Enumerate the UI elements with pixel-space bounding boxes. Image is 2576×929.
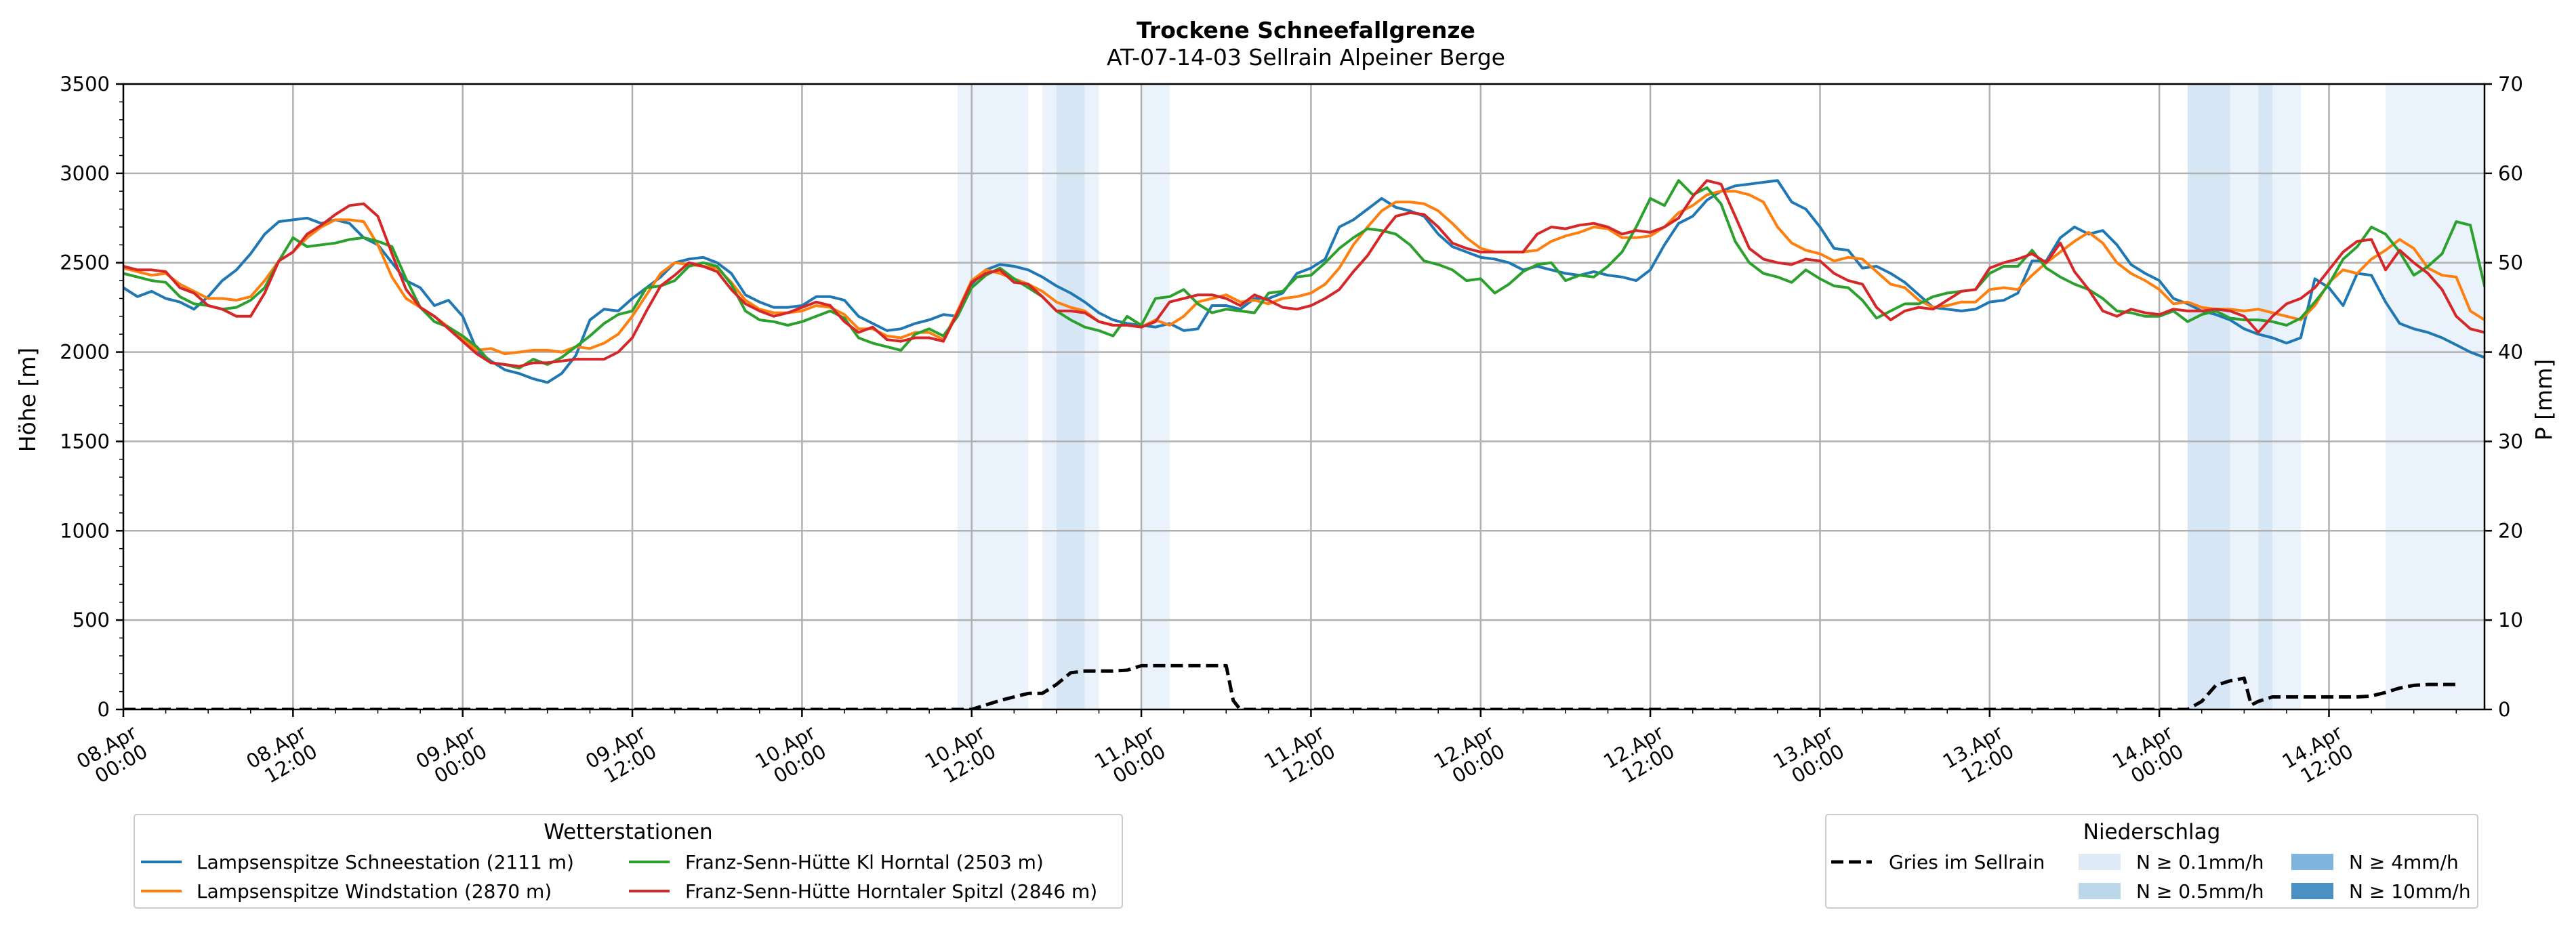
y-axis-label: Höhe [m] bbox=[14, 348, 41, 453]
x-tick-label-10: 13.Apr00:00 bbox=[1770, 721, 1848, 792]
x-tick-label-2: 09.Apr00:00 bbox=[412, 721, 491, 792]
legend-label-gries: Gries im Sellrain bbox=[1889, 851, 2045, 873]
axes: 0 500 1000 1500 2000 2500 3000 3500 0 10 20 30 40 50 6… bbox=[60, 73, 2523, 792]
precip-band-6 bbox=[2187, 84, 2230, 709]
y2-tick-label-5: 50 bbox=[2498, 251, 2523, 274]
y-tick-label-4: 2000 bbox=[60, 341, 110, 364]
legend-label-n05: N ≥ 0.5mm/h bbox=[2136, 880, 2264, 903]
precip-band-9 bbox=[2272, 84, 2301, 709]
y2-tick-label-1: 10 bbox=[2498, 608, 2523, 632]
legend-label-n4: N ≥ 4mm/h bbox=[2349, 851, 2459, 873]
data-series bbox=[123, 179, 2485, 709]
y-tick-label-2: 1000 bbox=[60, 519, 110, 542]
precipitation-bands bbox=[957, 84, 2485, 709]
x-tick-label-12: 14.Apr00:00 bbox=[2108, 721, 2187, 792]
x-tick-label-7: 11.Apr12:00 bbox=[1261, 721, 1339, 792]
legend-precipitation: Niederschlag Gries im Sellrain N ≥ 0.1mm… bbox=[1825, 814, 2478, 909]
legend-label-n01: N ≥ 0.1mm/h bbox=[2136, 851, 2264, 873]
plot-frame bbox=[122, 83, 2486, 711]
x-tick-label-0: 08.Apr00:00 bbox=[73, 721, 151, 792]
series-line-2 bbox=[123, 190, 2485, 356]
x-tick-label-9: 12.Apr12:00 bbox=[1599, 721, 1678, 792]
precip-band-8 bbox=[2258, 84, 2273, 709]
legend-swatch-n05 bbox=[2079, 883, 2121, 899]
x-tick-label-8: 12.Apr00:00 bbox=[1430, 721, 1509, 792]
y2-tick-label-6: 60 bbox=[2498, 162, 2523, 185]
series-line-5 bbox=[123, 663, 2457, 709]
x-tick-label-4: 10.Apr00:00 bbox=[751, 721, 830, 792]
precip-band-3 bbox=[1056, 84, 1085, 709]
precip-band-4 bbox=[1084, 84, 1099, 709]
series-line-4 bbox=[123, 179, 2485, 368]
y-tick-label-1: 500 bbox=[73, 608, 110, 632]
y-tick-label-3: 1500 bbox=[60, 430, 110, 453]
legend-stations-frame bbox=[134, 814, 1123, 909]
y-tick-label-0: 0 bbox=[98, 698, 110, 721]
y2-tick-label-2: 20 bbox=[2498, 519, 2523, 542]
x-tick-label-13: 14.Apr12:00 bbox=[2278, 721, 2357, 792]
y-tick-label-7: 3500 bbox=[60, 73, 110, 96]
grid-lines bbox=[123, 83, 2485, 709]
legend-label-n10: N ≥ 10mm/h bbox=[2349, 880, 2471, 903]
x-tick-label-1: 08.Apr12:00 bbox=[242, 721, 321, 792]
legend-stations: Wetterstationen Lampsenspitze Schneestat… bbox=[134, 814, 1123, 909]
legend-swatch-n10 bbox=[2291, 883, 2333, 899]
legend-swatch-n4 bbox=[2291, 854, 2333, 870]
y-tick-label-6: 3000 bbox=[60, 162, 110, 185]
legend-label-station-4: Franz-Senn-Hütte Horntaler Spitzl (2846 … bbox=[685, 880, 1097, 903]
precip-band-10 bbox=[2385, 84, 2485, 709]
series-line-3 bbox=[123, 179, 2485, 370]
precip-band-5 bbox=[1141, 84, 1170, 709]
legend-label-station-2: Lampsenspitze Windstation (2870 m) bbox=[197, 880, 552, 903]
legend-swatch-n01 bbox=[2079, 854, 2121, 870]
y-tick-label-5: 2500 bbox=[60, 251, 110, 274]
y2-axis-label: P [mm] bbox=[2531, 359, 2557, 440]
y2-tick-label-0: 0 bbox=[2498, 698, 2510, 721]
legend-label-station-3: Franz-Senn-Hütte Kl Horntal (2503 m) bbox=[685, 851, 1044, 873]
x-tick-label-3: 09.Apr12:00 bbox=[581, 721, 660, 792]
legend-label-station-1: Lampsenspitze Schneestation (2111 m) bbox=[197, 851, 574, 873]
legend-stations-title: Wetterstationen bbox=[544, 820, 712, 844]
precip-band-1 bbox=[957, 84, 1029, 709]
legend-precip-title: Niederschlag bbox=[2083, 820, 2221, 844]
x-tick-label-5: 10.Apr12:00 bbox=[921, 721, 1000, 792]
series-line-1 bbox=[123, 179, 2485, 384]
x-tick-label-6: 11.Apr00:00 bbox=[1090, 721, 1169, 792]
x-tick-label-11: 13.Apr12:00 bbox=[1939, 721, 2018, 792]
y2-tick-label-7: 70 bbox=[2498, 73, 2523, 96]
chart-subtitle: AT-07-14-03 Sellrain Alpeiner Berge bbox=[1107, 44, 1505, 70]
y2-tick-label-4: 40 bbox=[2498, 341, 2523, 364]
chart-title: Trockene Schneefallgrenze bbox=[1137, 17, 1475, 43]
precip-band-7 bbox=[2230, 84, 2259, 709]
y2-tick-label-3: 30 bbox=[2498, 430, 2523, 453]
precip-band-2 bbox=[1042, 84, 1057, 709]
